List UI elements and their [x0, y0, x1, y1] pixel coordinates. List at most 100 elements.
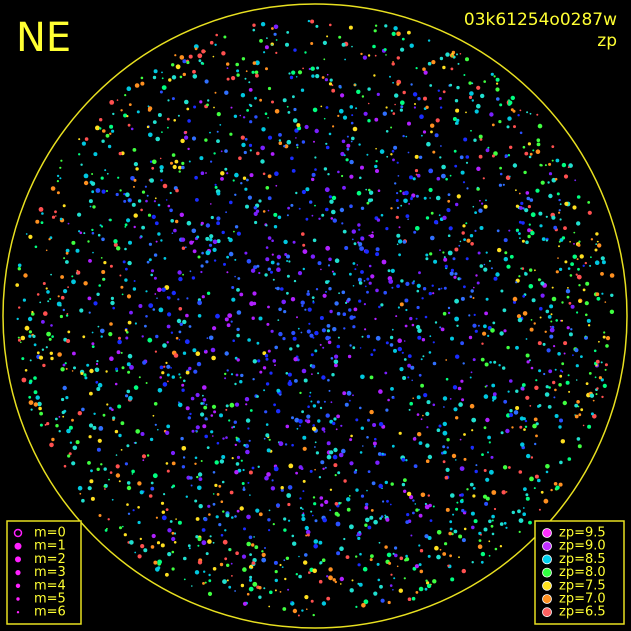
star-dot	[142, 360, 147, 365]
star-dot	[364, 523, 368, 527]
star-dot	[77, 212, 82, 217]
star-dot	[535, 434, 538, 438]
star-dot	[464, 510, 467, 513]
star-dot	[555, 319, 558, 322]
star-dot	[596, 387, 599, 390]
star-dot	[488, 441, 491, 444]
star-dot	[239, 114, 242, 117]
star-dot	[221, 480, 225, 484]
star-dot	[402, 134, 405, 138]
star-dot	[345, 555, 350, 559]
star-dot	[258, 316, 263, 321]
star-dot	[446, 438, 450, 442]
star-dot	[243, 486, 245, 489]
star-dot	[231, 457, 234, 460]
star-dot	[302, 267, 305, 271]
star-dot	[265, 186, 270, 190]
star-dot	[133, 225, 136, 229]
star-dot	[45, 346, 48, 349]
star-dot	[262, 351, 267, 356]
star-dot	[420, 358, 423, 361]
star-dot	[276, 254, 282, 260]
star-dot	[310, 599, 314, 603]
star-dot	[274, 171, 279, 176]
star-dot	[286, 493, 292, 498]
star-dot	[501, 490, 506, 495]
star-dot	[563, 352, 566, 355]
star-dot	[287, 588, 290, 591]
star-dot	[512, 300, 517, 304]
star-dot	[210, 160, 213, 163]
star-dot	[306, 608, 308, 610]
legend-label: zp=8.0	[559, 565, 606, 580]
star-dot	[264, 475, 269, 481]
star-dot	[323, 400, 326, 403]
star-dot	[559, 369, 563, 372]
star-dot	[66, 339, 71, 343]
star-dot	[254, 545, 259, 550]
star-dot	[271, 27, 274, 30]
star-dot	[604, 363, 608, 367]
star-dot	[423, 96, 427, 101]
star-dot	[487, 435, 491, 440]
star-dot	[417, 97, 421, 101]
star-dot	[261, 557, 267, 563]
star-dot	[302, 435, 307, 440]
star-dot	[550, 488, 553, 492]
star-dot	[268, 605, 271, 608]
star-dot	[449, 527, 453, 531]
star-dot	[268, 509, 271, 512]
star-dot	[445, 52, 450, 57]
star-dot	[301, 140, 306, 144]
star-dot	[137, 481, 142, 486]
star-dot	[41, 212, 44, 215]
star-dot	[338, 35, 342, 39]
star-dot	[148, 303, 154, 308]
star-dot	[605, 344, 609, 348]
star-dot	[524, 208, 529, 213]
star-dot	[490, 328, 495, 333]
star-dot	[125, 192, 130, 197]
star-dot	[515, 389, 519, 393]
star-dot	[41, 320, 45, 324]
star-dot	[255, 60, 260, 66]
star-dot	[390, 387, 394, 391]
star-dot	[537, 123, 543, 129]
star-dot	[234, 515, 237, 518]
star-dot	[590, 412, 594, 416]
star-dot	[84, 137, 89, 141]
star-dot	[243, 527, 246, 531]
star-dot	[453, 149, 457, 153]
star-dot	[289, 75, 294, 80]
star-dot	[328, 389, 331, 392]
star-dot	[234, 443, 237, 447]
star-dot	[315, 288, 319, 291]
star-dot	[470, 371, 473, 374]
star-dot	[215, 515, 219, 519]
star-dot	[266, 37, 268, 39]
star-dot	[485, 417, 490, 423]
star-dot	[578, 240, 581, 243]
star-dot	[316, 66, 320, 70]
star-dot	[276, 286, 280, 291]
star-dot	[91, 342, 95, 346]
star-dot	[413, 464, 418, 468]
star-dot	[286, 31, 290, 34]
star-dot	[17, 336, 20, 339]
star-dot	[558, 209, 561, 212]
star-dot	[278, 331, 283, 337]
star-dot	[220, 177, 224, 181]
star-dot	[600, 256, 605, 261]
star-dot	[200, 221, 204, 225]
star-dot	[310, 66, 315, 71]
star-dot	[449, 174, 452, 177]
star-dot	[520, 267, 523, 270]
star-dot	[108, 406, 112, 410]
star-dot	[160, 239, 163, 242]
star-dot	[248, 564, 254, 570]
star-dot	[182, 273, 185, 276]
star-dot	[194, 456, 198, 460]
star-dot	[103, 467, 107, 471]
legend-marker	[15, 556, 21, 563]
star-dot	[115, 192, 119, 197]
